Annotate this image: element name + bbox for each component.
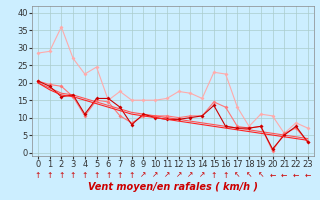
Text: ↖: ↖ <box>246 170 252 180</box>
Text: ←: ← <box>281 170 287 180</box>
Text: ↑: ↑ <box>222 170 229 180</box>
Text: ↑: ↑ <box>117 170 123 180</box>
Text: ↗: ↗ <box>140 170 147 180</box>
Text: ↗: ↗ <box>152 170 158 180</box>
Text: ↑: ↑ <box>105 170 111 180</box>
Text: ↑: ↑ <box>93 170 100 180</box>
Text: Vent moyen/en rafales ( km/h ): Vent moyen/en rafales ( km/h ) <box>88 182 258 192</box>
Text: ↑: ↑ <box>35 170 41 180</box>
Text: ↗: ↗ <box>199 170 205 180</box>
Text: ←: ← <box>293 170 299 180</box>
Text: ↗: ↗ <box>175 170 182 180</box>
Text: ↑: ↑ <box>82 170 88 180</box>
Text: ↗: ↗ <box>164 170 170 180</box>
Text: ↑: ↑ <box>46 170 53 180</box>
Text: ↑: ↑ <box>58 170 65 180</box>
Text: ↑: ↑ <box>211 170 217 180</box>
Text: ↖: ↖ <box>234 170 241 180</box>
Text: ↑: ↑ <box>129 170 135 180</box>
Text: ↑: ↑ <box>70 170 76 180</box>
Text: ↗: ↗ <box>187 170 194 180</box>
Text: ↖: ↖ <box>258 170 264 180</box>
Text: ←: ← <box>305 170 311 180</box>
Text: ←: ← <box>269 170 276 180</box>
